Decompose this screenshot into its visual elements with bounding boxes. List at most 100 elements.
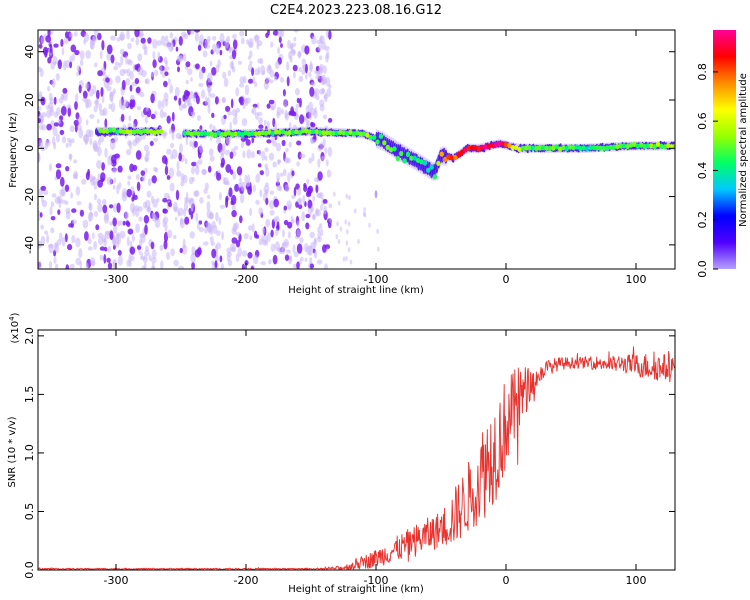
- noise-speckle-mark: [224, 180, 230, 186]
- noise-speckle-mark: [258, 238, 264, 246]
- noise-speckle-mark: [145, 150, 150, 157]
- noise-speckle-mark: [94, 62, 98, 68]
- band-core: [196, 131, 201, 137]
- noise-speckle-mark: [319, 55, 323, 60]
- noise-speckle-mark: [202, 50, 208, 58]
- noise-speckle-mark: [190, 201, 194, 212]
- noise-speckle-mark: [306, 178, 310, 184]
- noise-speckle-mark: [164, 35, 169, 42]
- noise-speckle-mark: [220, 263, 225, 269]
- noise-speckle-mark: [211, 248, 217, 259]
- noise-speckle-mark: [118, 98, 123, 109]
- noise-speckle-mark: [326, 169, 332, 178]
- noise-speckle-mark: [234, 112, 238, 119]
- noise-speckle-mark: [308, 110, 312, 121]
- band-core: [544, 145, 549, 151]
- noise-speckle-mark: [110, 54, 115, 64]
- noise-speckle-mark: [320, 228, 324, 237]
- band-core: [618, 143, 624, 149]
- noise-speckle-mark: [308, 245, 314, 256]
- noise-speckle-mark: [337, 200, 341, 206]
- noise-speckle-mark: [78, 84, 82, 94]
- noise-speckle-mark: [207, 96, 211, 108]
- band-core: [382, 140, 387, 146]
- noise-speckle-mark: [207, 72, 213, 83]
- noise-speckle-mark: [315, 185, 319, 193]
- noise-speckle-mark: [179, 143, 183, 154]
- noise-speckle-mark: [325, 53, 329, 63]
- noise-speckle-mark: [281, 139, 286, 147]
- noise-speckle-mark: [230, 200, 234, 206]
- noise-speckle-mark: [144, 78, 148, 84]
- band-core: [223, 131, 228, 137]
- noise-speckle-mark: [62, 87, 68, 94]
- noise-speckle-mark: [232, 151, 237, 157]
- noise-speckle-mark: [134, 64, 139, 71]
- noise-speckle-mark: [156, 197, 160, 203]
- noise-speckle-mark: [174, 216, 178, 221]
- noise-speckle-mark: [47, 86, 51, 92]
- noise-speckle-mark: [145, 245, 149, 252]
- noise-speckle-mark: [97, 32, 102, 41]
- noise-speckle-mark: [113, 265, 116, 269]
- noise-speckle-mark: [87, 168, 90, 177]
- band-core: [493, 142, 499, 148]
- noise-speckle-mark: [69, 263, 75, 269]
- noise-speckle-mark: [70, 138, 75, 144]
- noise-speckle-mark: [175, 46, 179, 52]
- band-core: [419, 159, 424, 165]
- noise-speckle-mark: [85, 82, 89, 90]
- noise-speckle-mark: [117, 165, 123, 173]
- noise-speckle-mark: [169, 182, 175, 192]
- noise-speckle-mark: [274, 61, 280, 70]
- noise-speckle-mark: [324, 263, 328, 269]
- noise-speckle-mark: [193, 140, 198, 148]
- noise-speckle-mark: [260, 65, 266, 76]
- noise-speckle-mark: [247, 64, 253, 72]
- noise-speckle-mark: [209, 93, 216, 98]
- noise-speckle-mark: [82, 219, 89, 229]
- noise-speckle-mark: [190, 77, 193, 82]
- noise-speckle-mark: [126, 188, 132, 198]
- band-core: [561, 145, 566, 151]
- noise-speckle-mark: [175, 189, 180, 201]
- noise-speckle-mark: [239, 30, 245, 37]
- noise-speckle-mark: [140, 170, 146, 176]
- noise-speckle-mark: [104, 246, 108, 252]
- noise-speckle-mark: [188, 207, 192, 216]
- band-core: [655, 141, 661, 147]
- noise-speckle-mark: [151, 212, 155, 219]
- noise-speckle-mark: [328, 30, 332, 40]
- noise-speckle-mark: [159, 244, 164, 251]
- band-core: [659, 143, 664, 149]
- noise-speckle-mark: [124, 211, 129, 220]
- noise-speckle-mark: [314, 106, 317, 114]
- noise-speckle-mark: [182, 53, 187, 62]
- noise-speckle-mark: [126, 236, 130, 247]
- noise-speckle-mark: [150, 241, 155, 250]
- noise-speckle-mark: [39, 212, 43, 218]
- noise-speckle-mark: [215, 44, 220, 55]
- noise-speckle-mark: [83, 32, 90, 43]
- noise-speckle-mark: [113, 136, 119, 143]
- noise-speckle-mark: [97, 70, 103, 77]
- noise-speckle-mark: [56, 195, 63, 204]
- noise-speckle-mark: [209, 123, 213, 130]
- noise-speckle-mark: [284, 254, 290, 261]
- band-core: [571, 145, 576, 151]
- noise-speckle-mark: [296, 261, 300, 269]
- snr-y-label: SNR (10 * v/v): [7, 416, 18, 487]
- noise-speckle-mark: [197, 44, 202, 52]
- noise-speckle-mark: [48, 92, 53, 102]
- band-core: [662, 144, 668, 150]
- noise-speckle-mark: [249, 207, 253, 217]
- noise-speckle-mark: [301, 58, 306, 66]
- noise-speckle-mark: [290, 106, 294, 115]
- noise-speckle-mark: [216, 230, 221, 237]
- noise-speckle-mark: [258, 117, 263, 125]
- noise-speckle-mark: [216, 242, 222, 250]
- noise-speckle-mark: [104, 210, 109, 221]
- noise-speckle-mark: [138, 238, 143, 247]
- noise-speckle-mark: [212, 35, 217, 41]
